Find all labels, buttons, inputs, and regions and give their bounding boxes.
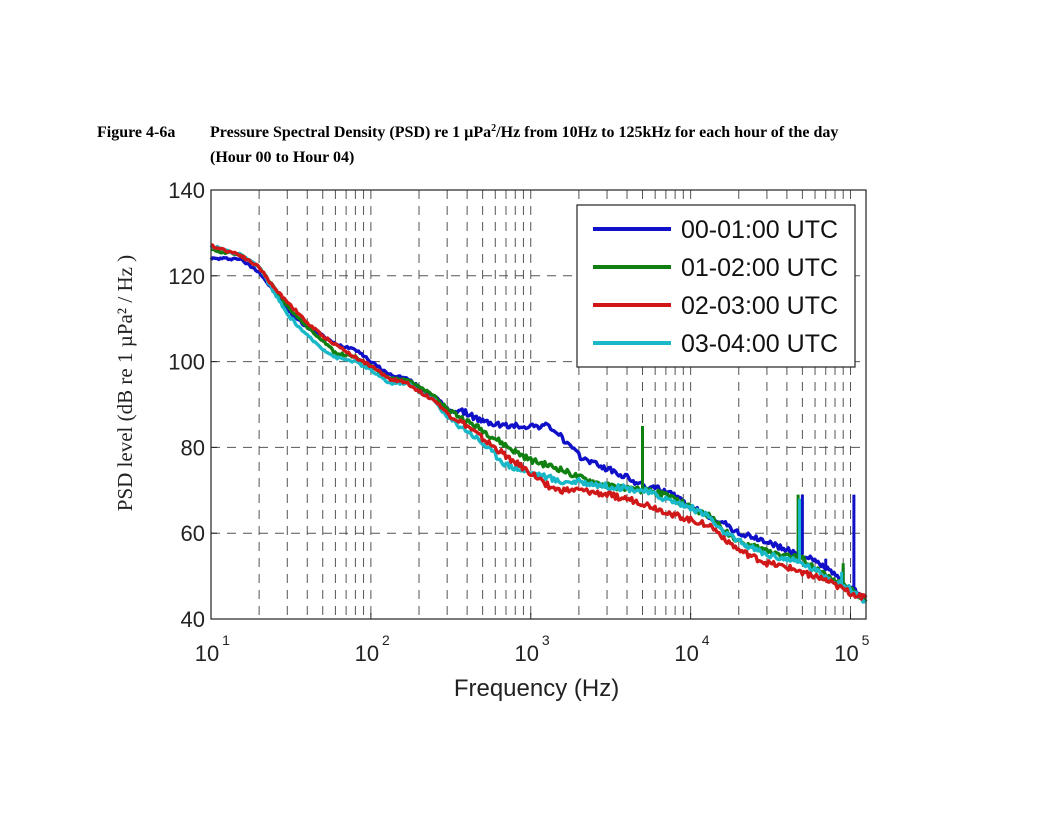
y-tick-label: 140 [168,178,205,203]
x-tick-label: 10 [195,641,219,666]
y-tick-label: 100 [168,350,205,375]
y-tick-label: 120 [168,264,205,289]
x-tick-exponent: 1 [222,632,230,648]
y-axis-label: PSD level (dB re 1 µPa² / Hz ) [113,255,137,511]
x-tick-exponent: 5 [862,632,870,648]
y-tick-label: 80 [181,435,205,460]
legend-label: 02-03:00 UTC [681,292,838,320]
x-axis-label: Frequency (Hz) [454,675,619,702]
x-tick-exponent: 2 [382,632,390,648]
series-layer [209,243,868,604]
series-line [210,247,868,603]
figure-title: Pressure Spectral Density (PSD) re 1 µPa… [210,123,839,142]
x-tick-label: 10 [674,641,698,666]
y-tick-label: 60 [181,521,205,546]
legend-box [576,204,856,368]
figure-title-line2: (Hour 00 to Hour 04) [210,149,355,166]
plot-frame [210,189,867,620]
series-line [209,244,867,604]
x-tick-label: 10 [515,641,539,666]
figure-number: Figure 4-6a [97,124,176,141]
legend-label: 03-04:00 UTC [681,330,838,358]
x-tick-exponent: 3 [542,632,550,648]
legend-label: 01-02:00 UTC [681,254,838,282]
y-tick-label: 40 [181,607,205,632]
legend: 00-01:00 UTC 01-02:00 UTC 02-03:00 UTC 03-0… [576,204,856,368]
x-tick-exponent: 4 [702,632,710,648]
series-line [210,243,868,601]
x-tick-label: 10 [355,641,379,666]
x-tick-label: 10 [834,641,858,666]
legend-label: 00-01:00 UTC [681,216,838,244]
